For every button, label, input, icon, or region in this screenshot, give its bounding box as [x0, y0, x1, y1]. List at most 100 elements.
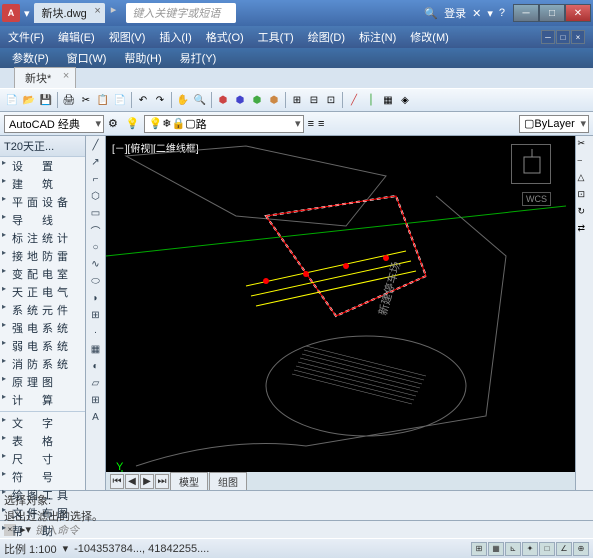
layer-combo[interactable]: 💡❄🔒▢ 路	[144, 115, 304, 133]
mod-f-icon[interactable]: ⇄	[578, 223, 592, 237]
poly-tool-icon[interactable]: ⬡	[89, 189, 103, 203]
tool-open-icon[interactable]: 📂	[21, 92, 37, 108]
tool-e-icon[interactable]: ⊞	[289, 92, 305, 108]
lay-b-icon[interactable]: ≡	[318, 118, 324, 130]
tool-pl-icon[interactable]: ⎮	[363, 92, 379, 108]
menu-window[interactable]: 窗口(W)	[67, 50, 107, 66]
panel-item[interactable]: 标注统计	[0, 229, 85, 247]
panel-item[interactable]: 平面设备	[0, 193, 85, 211]
panel-item[interactable]: 帮 助	[0, 522, 85, 540]
tool-paste-icon[interactable]: 📄	[112, 92, 128, 108]
panel-item[interactable]: 变配电室	[0, 265, 85, 283]
tool-b-icon[interactable]: ⬢	[232, 92, 248, 108]
minimize-button[interactable]: ─	[513, 4, 539, 22]
model-tab[interactable]: 模型	[170, 472, 208, 491]
ray-tool-icon[interactable]: ↗	[89, 155, 103, 169]
panel-item[interactable]: 强电系统	[0, 319, 85, 337]
earc-tool-icon[interactable]: ◗	[89, 291, 103, 305]
layer-icon[interactable]: 💡	[126, 117, 140, 130]
search-input[interactable]: 键入关键字或短语	[126, 3, 236, 23]
scale-label[interactable]: 比例 1:100	[4, 541, 57, 557]
app-logo[interactable]: A	[2, 4, 20, 22]
menu-param[interactable]: 参数(P)	[12, 50, 49, 66]
region-tool-icon[interactable]: ▱	[89, 376, 103, 390]
tool-undo-icon[interactable]: ↶	[135, 92, 151, 108]
layout-tab[interactable]: 组图	[209, 472, 247, 491]
otrack-button[interactable]: ∠	[556, 542, 572, 556]
panel-item[interactable]: 系统元件	[0, 301, 85, 319]
panel-item[interactable]: 设 置	[0, 157, 85, 175]
doc-max-button[interactable]: □	[556, 30, 570, 44]
tool-d-icon[interactable]: ⬢	[266, 92, 282, 108]
line-tool-icon[interactable]: ╱	[89, 138, 103, 152]
tab-nav-last-icon[interactable]: ⏭	[155, 474, 169, 489]
tool-new-icon[interactable]: 📄	[4, 92, 20, 108]
point-tool-icon[interactable]: ·	[89, 325, 103, 339]
snap-button[interactable]: ⊞	[471, 542, 487, 556]
login-link[interactable]: 登录	[444, 5, 466, 21]
menu-dropdown-icon[interactable]: ▾	[24, 7, 30, 20]
exchange-icon[interactable]: ✕	[472, 7, 481, 20]
panel-item[interactable]: 导 线	[0, 211, 85, 229]
tool-cut-icon[interactable]: ✂	[78, 92, 94, 108]
mod-a-icon[interactable]: ✂	[578, 138, 592, 152]
mod-b-icon[interactable]: ⎯	[578, 155, 592, 169]
tool-a-icon[interactable]: ⬢	[215, 92, 231, 108]
workspace-combo[interactable]: AutoCAD 经典	[4, 115, 104, 133]
menu-yida[interactable]: 易打(Y)	[180, 50, 217, 66]
panel-item[interactable]: 接地防雷	[0, 247, 85, 265]
menu-insert[interactable]: 插入(I)	[159, 29, 191, 45]
menu-draw[interactable]: 绘图(D)	[308, 29, 345, 45]
drawing-canvas[interactable]: [－][俯视][二维线框] 新建停车场 WCS	[106, 136, 575, 490]
tool-save-icon[interactable]: 💾	[38, 92, 54, 108]
menu-modify[interactable]: 修改(M)	[410, 29, 449, 45]
search-icon[interactable]: 🔍	[424, 7, 438, 20]
close-window-button[interactable]: ✕	[565, 4, 591, 22]
ortho-button[interactable]: ⊾	[505, 542, 521, 556]
panel-item[interactable]: 建 筑	[0, 175, 85, 193]
help-icon[interactable]: ?	[499, 7, 505, 19]
spline-tool-icon[interactable]: ∿	[89, 257, 103, 271]
lay-a-icon[interactable]: ≡	[308, 118, 314, 130]
menu-help[interactable]: 帮助(H)	[124, 50, 161, 66]
grid-button[interactable]: ▦	[488, 542, 504, 556]
tab-nav-first-icon[interactable]: ⏮	[110, 474, 124, 489]
grad-tool-icon[interactable]: ◐	[89, 359, 103, 373]
dyn-button[interactable]: ⊕	[573, 542, 589, 556]
menu-tools[interactable]: 工具(T)	[258, 29, 294, 45]
doc-tab[interactable]: 新块*×	[14, 67, 76, 88]
doc-tab-close-icon[interactable]: ×	[63, 70, 69, 82]
view-compass[interactable]	[511, 144, 551, 184]
tool-h-icon[interactable]: ▦	[380, 92, 396, 108]
panel-item[interactable]: 原理图	[0, 373, 85, 391]
panel-item[interactable]: 天正电气	[0, 283, 85, 301]
tool-zoom-icon[interactable]: 🔍	[192, 92, 208, 108]
panel-item[interactable]: 文件布图	[0, 504, 85, 522]
close-tab-icon[interactable]: ×	[94, 5, 100, 17]
mod-e-icon[interactable]: ↻	[578, 206, 592, 220]
color-combo[interactable]: ▢ ByLayer	[519, 115, 589, 133]
tool-copy-icon[interactable]: 📋	[95, 92, 111, 108]
tool-f-icon[interactable]: ⊟	[306, 92, 322, 108]
panel-item[interactable]: 计 算	[0, 391, 85, 409]
rect-tool-icon[interactable]: ▭	[89, 206, 103, 220]
menu-file[interactable]: 文件(F)	[8, 29, 44, 45]
panel-item[interactable]: 符 号	[0, 468, 85, 486]
arc-tool-icon[interactable]: ⌒	[89, 223, 103, 237]
tool-i-icon[interactable]: ◈	[397, 92, 413, 108]
panel-item[interactable]: 绘图工具	[0, 486, 85, 504]
tab-nav-next-icon[interactable]: ▶	[140, 474, 154, 489]
menu-format[interactable]: 格式(O)	[206, 29, 244, 45]
block-tool-icon[interactable]: ⊞	[89, 308, 103, 322]
tool-line-icon[interactable]: ╱	[346, 92, 362, 108]
doc-min-button[interactable]: ─	[541, 30, 555, 44]
tab-nav-prev-icon[interactable]: ◀	[125, 474, 139, 489]
tool-c-icon[interactable]: ⬢	[249, 92, 265, 108]
tool-print-icon[interactable]: 🖨	[61, 92, 77, 108]
menu-view[interactable]: 视图(V)	[109, 29, 146, 45]
ellipse-tool-icon[interactable]: ⬭	[89, 274, 103, 288]
hatch-tool-icon[interactable]: ▦	[89, 342, 103, 356]
circle-tool-icon[interactable]: ○	[89, 240, 103, 254]
tool-redo-icon[interactable]: ↷	[152, 92, 168, 108]
ws-icon[interactable]: ⚙	[108, 117, 118, 130]
